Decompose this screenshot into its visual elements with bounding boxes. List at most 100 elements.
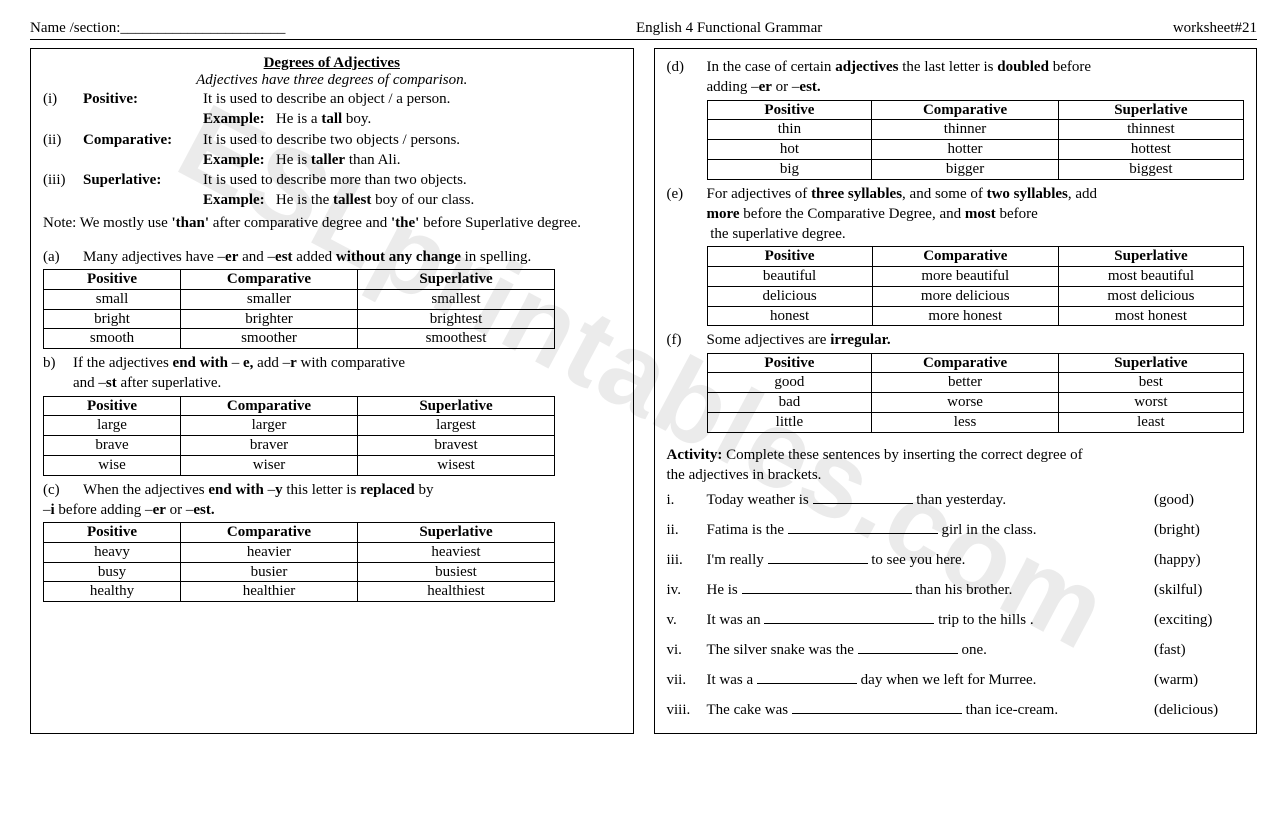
table-cell: more delicious (872, 286, 1058, 306)
table-d: PositiveComparativeSuperlativethinthinne… (707, 100, 1245, 180)
table-row: beautifulmore beautifulmost beautiful (707, 267, 1244, 287)
table-cell: delicious (707, 286, 872, 306)
table-row: deliciousmore deliciousmost delicious (707, 286, 1244, 306)
table-cell: worse (872, 393, 1058, 413)
activity-num: vi. (667, 635, 707, 665)
table-header: Positive (44, 270, 181, 290)
table-header: Superlative (358, 523, 555, 543)
table-header: Comparative (181, 523, 358, 543)
table-cell: healthiest (358, 582, 555, 602)
table-e: PositiveComparativeSuperlativebeautifulm… (707, 246, 1245, 326)
table-cell: heavier (181, 542, 358, 562)
activity-item: vii.It was a day when we left for Murree… (667, 665, 1245, 695)
def-label: Comparative: (83, 130, 203, 150)
table-cell: beautiful (707, 267, 872, 287)
def-num: (ii) (43, 130, 83, 150)
activity-hint: (skilful) (1154, 575, 1244, 605)
table-cell: wisest (358, 455, 555, 475)
table-cell: smaller (181, 289, 358, 309)
table-cell: better (872, 373, 1058, 393)
rule-d: (d)In the case of certain adjectives the… (667, 57, 1245, 98)
table-cell: heaviest (358, 542, 555, 562)
def-desc: It is used to describe more than two obj… (203, 170, 621, 190)
table-header: Superlative (1058, 247, 1243, 267)
def-label: Superlative: (83, 170, 203, 190)
table-cell: more honest (872, 306, 1058, 326)
table-cell: hotter (872, 140, 1058, 160)
activity-text: Today weather is than yesterday. (707, 485, 1155, 515)
fill-blank[interactable] (768, 550, 868, 565)
activity-hint: (bright) (1154, 515, 1244, 545)
table-cell: bad (707, 393, 872, 413)
def-num: (iii) (43, 170, 83, 190)
table-cell: largest (358, 416, 555, 436)
fill-blank[interactable] (764, 610, 934, 625)
fill-blank[interactable] (757, 670, 857, 685)
table-cell: brighter (181, 309, 358, 329)
def-num: (i) (43, 89, 83, 109)
activity-num: iv. (667, 575, 707, 605)
table-cell: healthier (181, 582, 358, 602)
fill-blank[interactable] (858, 640, 958, 655)
activity-text: The silver snake was the one. (707, 635, 1155, 665)
def-example: Example: He is taller than Ali. (203, 150, 621, 170)
table-cell: thinner (872, 120, 1058, 140)
def-label: Positive: (83, 89, 203, 109)
activity-item: iv.He is than his brother.(skilful) (667, 575, 1245, 605)
table-row: largelargerlargest (44, 416, 555, 436)
table-header: Comparative (872, 247, 1058, 267)
table-cell: little (707, 412, 872, 432)
table-header: Positive (44, 396, 181, 416)
table-cell: hot (707, 140, 872, 160)
header-right: worksheet#21 (1173, 20, 1257, 37)
fill-blank[interactable] (742, 580, 912, 595)
table-cell: honest (707, 306, 872, 326)
rule-a: (a)Many adjectives have –er and –est add… (43, 247, 621, 267)
table-cell: healthy (44, 582, 181, 602)
rule-f: (f)Some adjectives are irregular. (667, 330, 1245, 350)
table-cell: thin (707, 120, 872, 140)
table-cell: good (707, 373, 872, 393)
table-b: PositiveComparativeSuperlativelargelarge… (43, 396, 555, 476)
activity-num: viii. (667, 695, 707, 725)
table-row: smoothsmoothersmoothest (44, 329, 555, 349)
table-row: busybusierbusiest (44, 562, 555, 582)
table-a: PositiveComparativeSuperlativesmallsmall… (43, 269, 555, 349)
table-row: wisewiserwisest (44, 455, 555, 475)
def-desc: It is used to describe an object / a per… (203, 89, 621, 109)
page-header: Name /section:______________________ Eng… (30, 20, 1257, 40)
right-column: (d)In the case of certain adjectives the… (654, 48, 1258, 734)
table-row: smallsmallersmallest (44, 289, 555, 309)
activity-hint: (fast) (1154, 635, 1244, 665)
activity-hint: (good) (1154, 485, 1244, 515)
header-center: English 4 Functional Grammar (636, 20, 822, 37)
main-title: Degrees of Adjectives (43, 55, 621, 72)
activity-item: iii.I'm really to see you here.(happy) (667, 545, 1245, 575)
table-row: hothotterhottest (707, 140, 1244, 160)
left-column: Degrees of Adjectives Adjectives have th… (30, 48, 634, 734)
table-row: goodbetterbest (707, 373, 1244, 393)
def-example: Example: He is the tallest boy of our cl… (203, 190, 621, 210)
table-header: Positive (707, 100, 872, 120)
table-f: PositiveComparativeSuperlativegoodbetter… (707, 353, 1245, 433)
activity-text: The cake was than ice-cream. (707, 695, 1155, 725)
table-header: Superlative (1058, 353, 1243, 373)
table-cell: thinnest (1058, 120, 1243, 140)
table-cell: small (44, 289, 181, 309)
fill-blank[interactable] (813, 490, 913, 505)
activity-num: v. (667, 605, 707, 635)
activity-heading: Activity: Complete these sentences by in… (667, 445, 1245, 486)
table-header: Positive (707, 247, 872, 267)
table-cell: worst (1058, 393, 1243, 413)
table-cell: more beautiful (872, 267, 1058, 287)
table-cell: larger (181, 416, 358, 436)
table-header: Positive (44, 523, 181, 543)
table-cell: busiest (358, 562, 555, 582)
table-header: Positive (707, 353, 872, 373)
table-cell: wiser (181, 455, 358, 475)
table-header: Comparative (181, 396, 358, 416)
table-cell: hottest (1058, 140, 1243, 160)
fill-blank[interactable] (788, 520, 938, 535)
table-cell: smoother (181, 329, 358, 349)
fill-blank[interactable] (792, 700, 962, 715)
